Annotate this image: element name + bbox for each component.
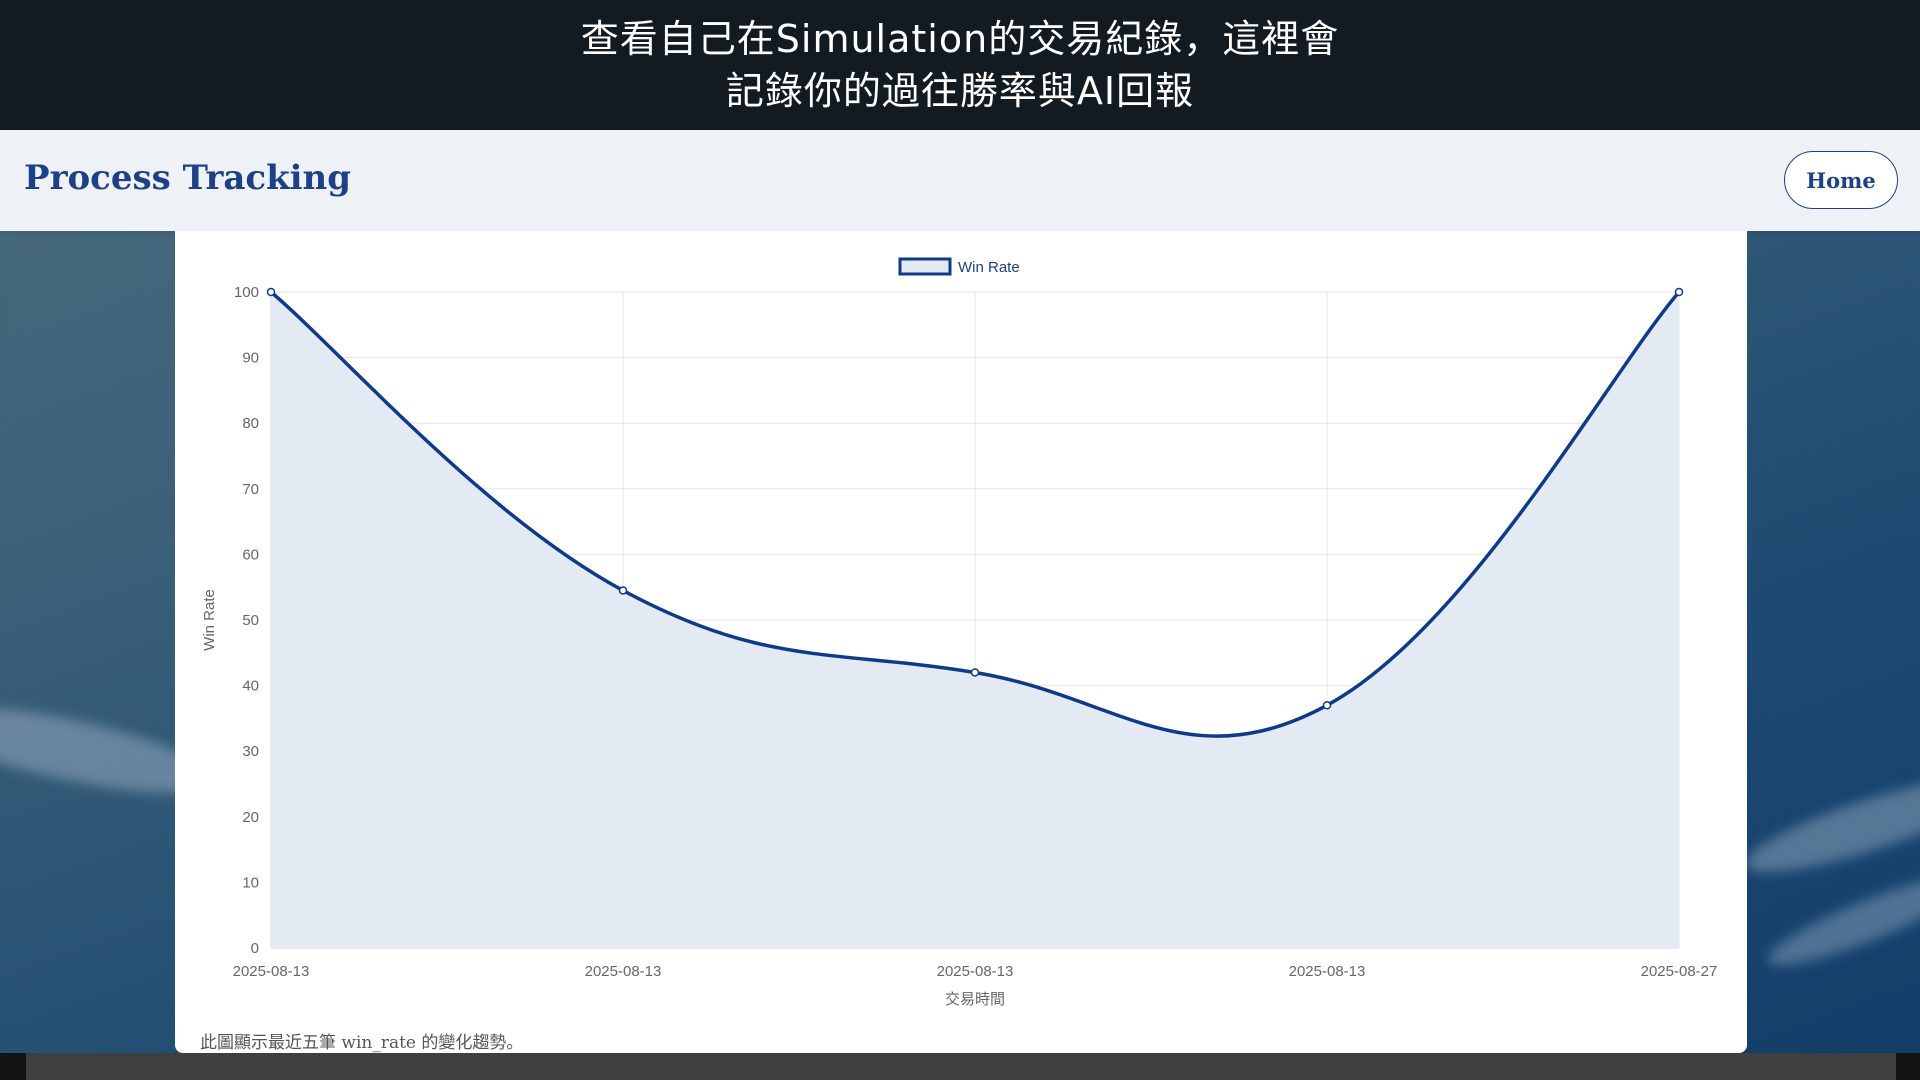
legend-swatch-win-rate[interactable] bbox=[898, 257, 952, 276]
x-tick-label: 2025-08-13 bbox=[585, 963, 662, 980]
y-tick-label: 90 bbox=[242, 350, 259, 367]
home-button[interactable]: Home bbox=[1784, 151, 1898, 209]
chart-note: 此圖顯示最近五筆 win_rate 的變化趨勢。 bbox=[200, 1033, 524, 1053]
x-tick-labels: 2025-08-13 2025-08-13 2025-08-13 2025-08-13… bbox=[233, 963, 1718, 980]
y-tick-label: 80 bbox=[242, 415, 259, 432]
caption-line-2: 記錄你的過往勝率與AI回報 bbox=[725, 69, 1195, 113]
legend-label-win-rate[interactable]: Win Rate bbox=[958, 259, 1020, 276]
y-tick-label: 20 bbox=[242, 809, 259, 826]
y-tick-labels: 0 10 20 30 40 50 60 70 80 90 100 bbox=[234, 284, 259, 957]
series-area-fill bbox=[271, 292, 1679, 948]
y-tick-label: 70 bbox=[242, 481, 259, 498]
caption-line-1: 查看自己在Simulation的交易紀錄，這裡會 bbox=[580, 17, 1340, 61]
data-point bbox=[1674, 287, 1684, 297]
y-tick-label: 30 bbox=[242, 743, 259, 760]
y-tick-label: 50 bbox=[242, 612, 259, 629]
page-header: Process Tracking Home bbox=[0, 130, 1920, 231]
bottom-edge bbox=[0, 1053, 26, 1080]
x-tick-label: 2025-08-13 bbox=[1289, 963, 1366, 980]
y-tick-label: 60 bbox=[242, 546, 259, 563]
x-tick-label: 2025-08-13 bbox=[937, 963, 1014, 980]
data-point bbox=[1322, 701, 1332, 710]
chart-card: 0 10 20 30 40 50 60 70 80 90 100 2025-08-13 2025-08… bbox=[175, 231, 1747, 1053]
points-layer bbox=[266, 287, 1684, 710]
x-axis-title: 交易時間 bbox=[945, 990, 1005, 1008]
y-axis-title: Win Rate bbox=[201, 589, 218, 651]
data-point bbox=[970, 668, 980, 677]
bottom-edge bbox=[1896, 1053, 1920, 1080]
background-streak bbox=[1738, 761, 1920, 889]
data-point bbox=[266, 287, 276, 297]
x-tick-label: 2025-08-13 bbox=[233, 963, 310, 980]
y-tick-label: 40 bbox=[242, 678, 259, 695]
page-title: Process Tracking bbox=[24, 158, 352, 198]
y-tick-label: 10 bbox=[242, 874, 259, 891]
y-tick-label: 100 bbox=[234, 284, 259, 301]
y-tick-label: 0 bbox=[251, 940, 259, 957]
background-streak bbox=[1760, 860, 1920, 980]
series-line-win-rate bbox=[269, 290, 1681, 738]
data-point bbox=[618, 586, 628, 595]
bottom-bar bbox=[0, 1053, 1920, 1080]
x-tick-label: 2025-08-27 bbox=[1641, 963, 1718, 980]
caption-bar: 查看自己在Simulation的交易紀錄，這裡會 記錄你的過往勝率與AI回報 bbox=[0, 0, 1920, 130]
